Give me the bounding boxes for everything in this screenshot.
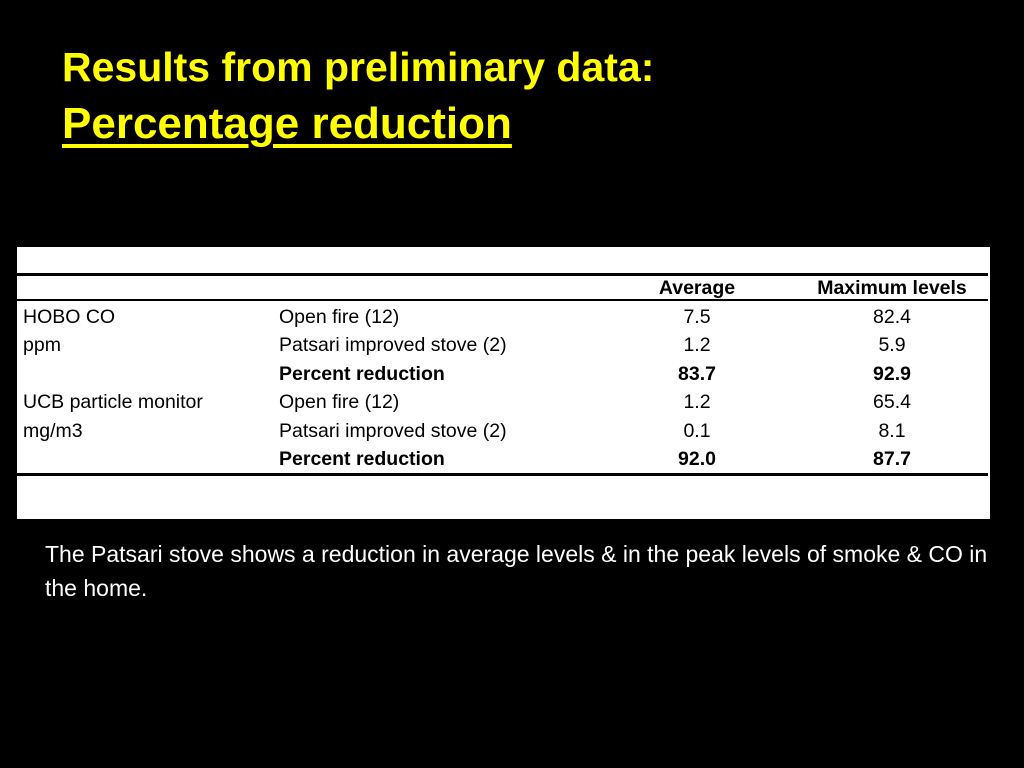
table-cell: 8.1 bbox=[878, 420, 906, 442]
table-cell: 82.4 bbox=[873, 306, 911, 328]
table-cell: 0.1 bbox=[683, 420, 711, 442]
results-table: Average Maximum levels HOBO CO Open fire… bbox=[17, 247, 990, 519]
table-cell-percent-average: 92.0 bbox=[678, 448, 716, 470]
table-cell: 1.2 bbox=[683, 391, 711, 413]
table-cell-percent-maximum: 87.7 bbox=[873, 448, 911, 470]
table-cell-percent-label: Percent reduction bbox=[279, 363, 445, 385]
table-cell: Open fire (12) bbox=[279, 306, 400, 328]
slide-title: Results from preliminary data: bbox=[62, 44, 655, 90]
table-cell-percent-label: Percent reduction bbox=[279, 448, 445, 470]
table-cell: 5.9 bbox=[878, 334, 906, 356]
column-header-average: Average bbox=[658, 277, 736, 299]
slide-subtitle: Percentage reduction bbox=[62, 99, 512, 148]
table-cell: mg/m3 bbox=[23, 420, 83, 442]
column-header-maximum: Maximum levels bbox=[817, 277, 967, 299]
table-top-rule bbox=[17, 273, 988, 276]
table-cell: 7.5 bbox=[683, 306, 711, 328]
table-cell-percent-maximum: 92.9 bbox=[873, 363, 911, 385]
table-cell-percent-average: 83.7 bbox=[678, 363, 716, 385]
table-bottom-rule bbox=[17, 473, 988, 476]
table-cell: 65.4 bbox=[873, 391, 911, 413]
table-header-rule bbox=[17, 299, 988, 301]
table-cell: UCB particle monitor bbox=[23, 391, 203, 413]
table-cell: Open fire (12) bbox=[279, 391, 400, 413]
table-cell: HOBO CO bbox=[23, 306, 116, 328]
table-cell: ppm bbox=[23, 334, 61, 356]
table-cell: 1.2 bbox=[683, 334, 711, 356]
slide-caption: The Patsari stove shows a reduction in a… bbox=[45, 541, 988, 601]
table-cell: Patsari improved stove (2) bbox=[279, 420, 507, 442]
table-cell: Patsari improved stove (2) bbox=[279, 334, 507, 356]
